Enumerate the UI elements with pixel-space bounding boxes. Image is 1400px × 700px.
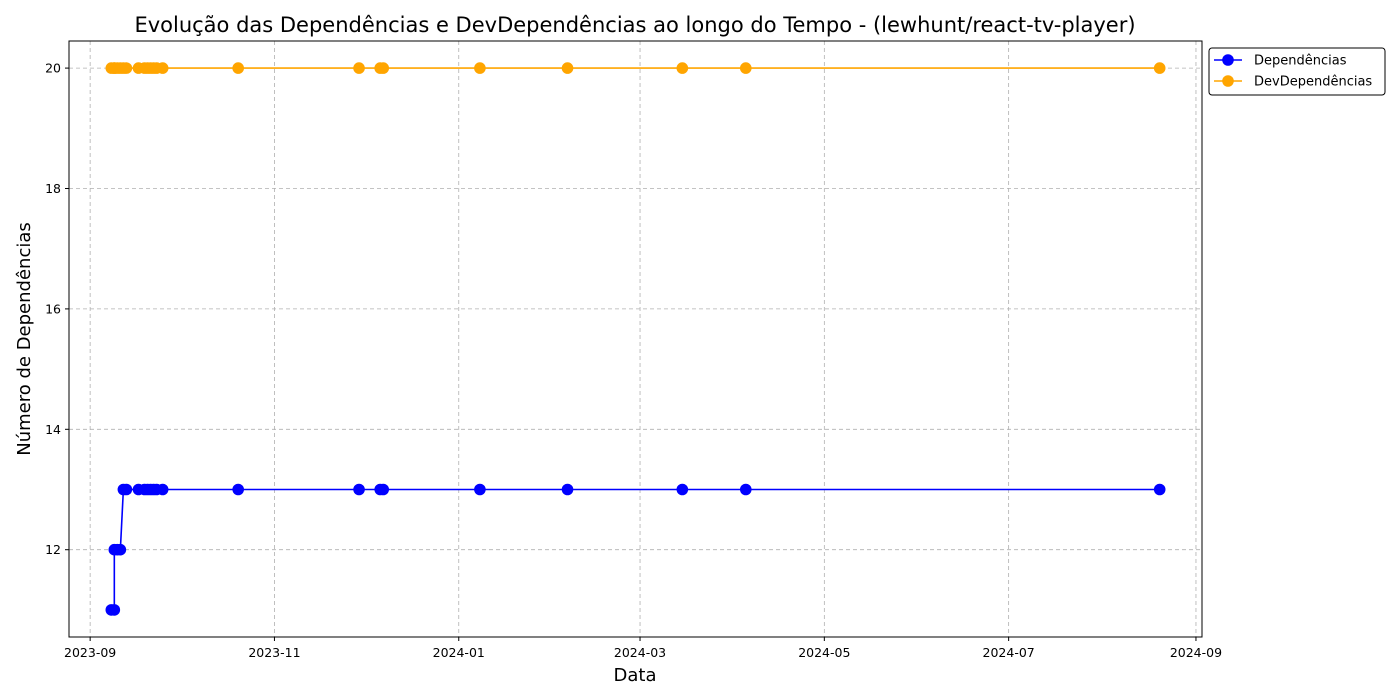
x-tick-label: 2024-07 — [983, 645, 1035, 660]
data-point — [1153, 62, 1166, 74]
data-point — [156, 62, 169, 74]
y-tick-label: 18 — [45, 181, 61, 196]
data-point — [114, 543, 127, 556]
data-point — [120, 483, 133, 496]
x-tick-label: 2024-09 — [1170, 645, 1222, 660]
data-point — [232, 483, 244, 496]
plot-frame — [68, 40, 1203, 638]
x-tick-label: 2024-03 — [614, 645, 666, 660]
data-point — [739, 483, 752, 496]
data-point — [156, 483, 169, 496]
data-point — [561, 483, 574, 496]
data-point — [676, 483, 689, 496]
data-point — [474, 62, 486, 74]
data-point — [353, 62, 365, 74]
data-point — [120, 62, 133, 74]
legend-box — [1208, 47, 1386, 96]
legend-item: Dependências — [1214, 54, 1347, 69]
y-tick-label: 16 — [45, 301, 61, 316]
data-point — [353, 483, 365, 496]
y-tick-label: 12 — [45, 542, 61, 557]
chart-title: Evolução das Dependências e DevDependênc… — [134, 13, 1135, 37]
x-axis-title: Data — [614, 665, 657, 686]
data-point — [108, 604, 121, 616]
series-dependencias — [105, 483, 1166, 616]
x-tick-label: 2023-11 — [248, 645, 300, 660]
legend-swatch-marker — [1222, 75, 1234, 87]
legend-swatch-marker — [1222, 54, 1234, 66]
legend: Dependências DevDependências — [1208, 47, 1386, 96]
data-point — [1153, 483, 1166, 496]
axes: 2023-09 2023-11 2024-01 2024-03 2024-05 2024-… — [45, 61, 1222, 660]
legend-label: Dependências — [1254, 54, 1347, 69]
data-point — [377, 62, 390, 74]
legend-item: DevDependências — [1214, 75, 1372, 90]
data-point — [232, 62, 244, 74]
y-tick-label: 14 — [45, 422, 61, 437]
series-layer — [105, 62, 1166, 616]
y-axis-title: Número de Dependências — [14, 222, 35, 456]
grid-lines — [69, 41, 1202, 637]
data-point — [676, 62, 689, 74]
y-tick-label: 20 — [45, 61, 61, 76]
data-point — [474, 483, 486, 496]
data-point — [561, 62, 574, 74]
series-devdependencias — [105, 62, 1166, 74]
data-point — [377, 483, 390, 496]
x-tick-label: 2024-05 — [798, 645, 850, 660]
data-point — [739, 62, 752, 74]
x-tick-label: 2023-09 — [64, 645, 116, 660]
x-tick-label: 2024-01 — [433, 645, 485, 660]
legend-label: DevDependências — [1254, 75, 1372, 90]
